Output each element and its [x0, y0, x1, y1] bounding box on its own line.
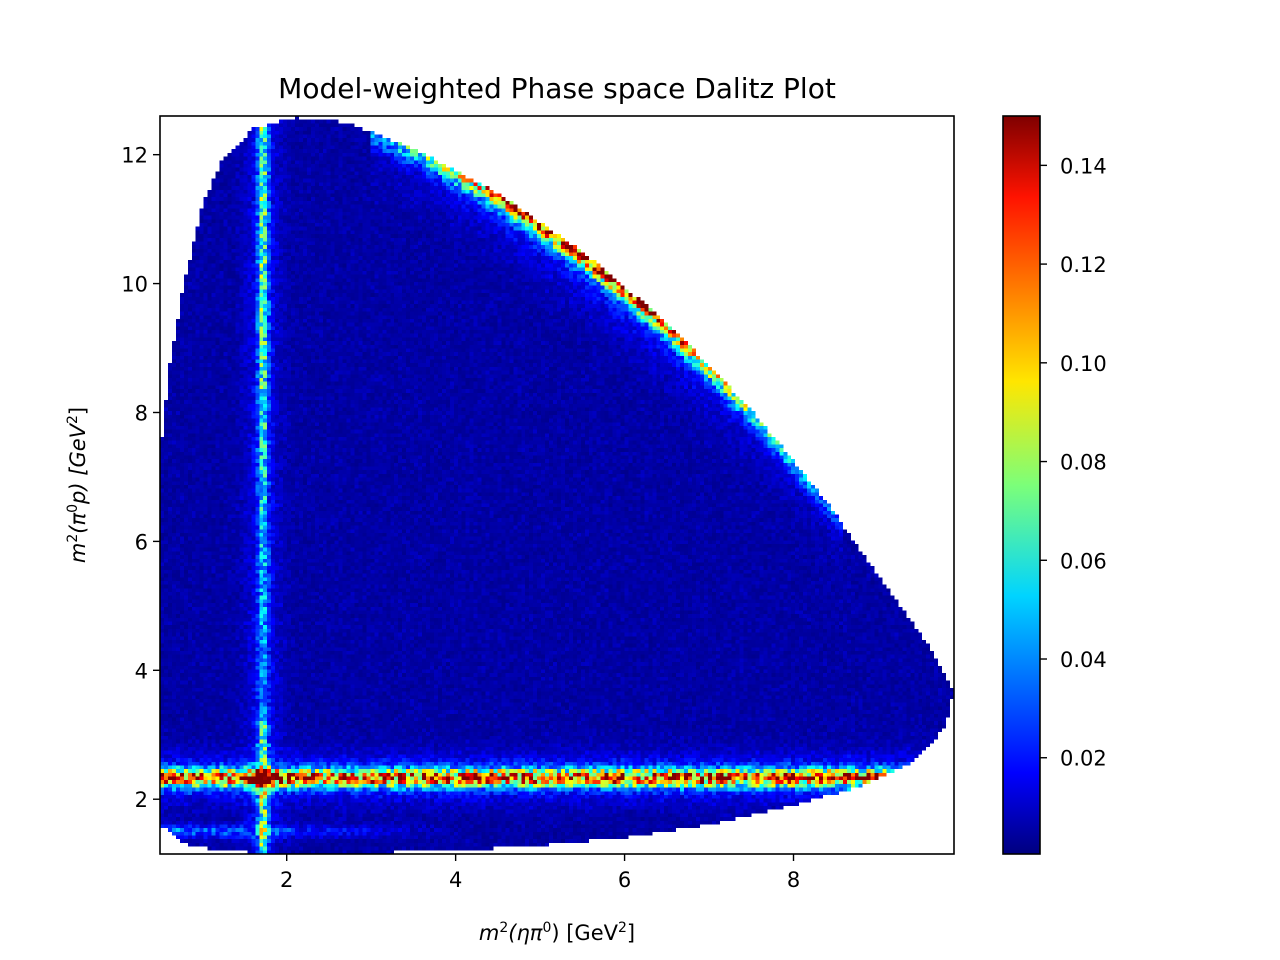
y-tick-label: 4 — [135, 659, 148, 683]
y-tick-label: 2 — [135, 788, 148, 812]
x-label-part: 2 — [618, 920, 627, 936]
x-label-part: 2 — [499, 920, 508, 936]
x-label-part: 0 — [542, 920, 551, 936]
y-label-part: 2 — [65, 534, 81, 543]
y-label-part: m — [66, 543, 90, 563]
plot-frame — [159, 115, 955, 855]
y-label-part: (π — [66, 513, 90, 534]
colorbar-tick-label: 0.10 — [1060, 352, 1107, 376]
heatmap-image — [160, 116, 954, 854]
y-tick-label: 8 — [135, 401, 148, 425]
colorbar-tick-label: 0.08 — [1060, 451, 1107, 475]
x-tick-label: 8 — [787, 868, 800, 892]
colorbar-tick-label: 0.04 — [1060, 648, 1107, 672]
x-label-part: ) [GeV — [551, 921, 618, 945]
x-axis-label: m2(ηπ0) [GeV2] — [479, 920, 635, 945]
colorbar-ticks: 0.02 0.04 0.06 0.08 0.10 0.12 0.14 — [1040, 154, 1107, 771]
x-tick-label: 6 — [618, 868, 631, 892]
chart-title: Model-weighted Phase space Dalitz Plot — [278, 72, 836, 105]
y-tick-label: 10 — [121, 273, 148, 297]
y-axis-ticks: 2 4 6 8 10 12 — [121, 144, 160, 812]
x-label-part: (ηπ — [508, 921, 543, 945]
y-axis-label: m2(π0p) [GeV2] — [65, 407, 90, 563]
x-label-part: m — [479, 921, 499, 945]
colorbar-tick-label: 0.14 — [1060, 154, 1107, 178]
colorbar-tick-label: 0.06 — [1060, 549, 1107, 573]
y-tick-label: 6 — [135, 530, 148, 554]
y-tick-label: 12 — [121, 144, 148, 168]
y-label-part: 0 — [65, 504, 81, 513]
y-label-part: 2 — [65, 415, 81, 424]
colorbar — [1002, 115, 1041, 855]
x-tick-label: 4 — [449, 868, 462, 892]
colorbar-tick-label: 0.02 — [1060, 747, 1107, 771]
x-tick-label: 2 — [280, 868, 293, 892]
x-label-part: ] — [627, 921, 635, 945]
y-label-part: ] — [66, 407, 90, 415]
x-axis-ticks: 2 4 6 8 — [280, 854, 800, 892]
colorbar-tick-label: 0.12 — [1060, 253, 1107, 277]
y-label-part: p) [GeV — [66, 422, 90, 505]
